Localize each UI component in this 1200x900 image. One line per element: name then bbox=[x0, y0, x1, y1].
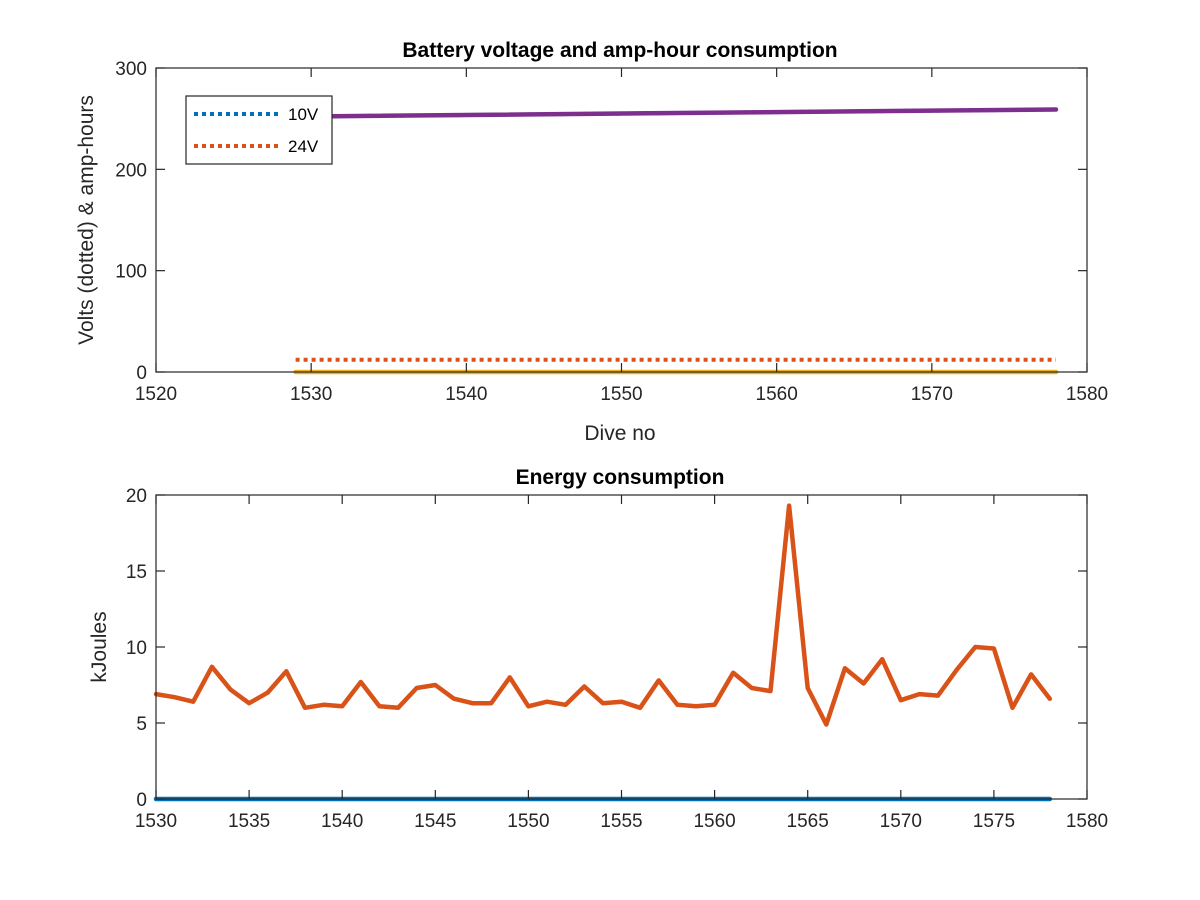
energy-y-tick-label: 0 bbox=[136, 790, 147, 811]
energy-axes-box bbox=[155, 494, 1088, 800]
energy-x-tick-label: 1565 bbox=[787, 811, 829, 832]
energy-x-tick-label: 1570 bbox=[880, 811, 922, 832]
energy-y-tick-label: 5 bbox=[136, 714, 147, 735]
legend-label-24v: 24V bbox=[288, 137, 319, 156]
energy-x-tick-label: 1535 bbox=[228, 811, 270, 832]
battery-y-axis-label: Volts (dotted) & amp-hours bbox=[75, 95, 98, 345]
energy-x-tick-label: 1545 bbox=[414, 811, 456, 832]
battery-series-line-3 bbox=[293, 107, 1059, 119]
battery-y-tick-label: 200 bbox=[115, 160, 147, 181]
battery-x-tick-label: 1520 bbox=[135, 384, 177, 405]
energy-x-tick-label: 1555 bbox=[600, 811, 642, 832]
battery-x-tick-label: 1540 bbox=[445, 384, 487, 405]
energy-consumption-chart: Energy consumption 1530 1535 1540 1545 1550 1… bbox=[88, 466, 1108, 832]
energy-x-tick-label: 1560 bbox=[693, 811, 735, 832]
battery-axes-box bbox=[155, 67, 1088, 373]
battery-voltage-chart: Battery voltage and amp-hour consumption… bbox=[75, 39, 1108, 445]
battery-x-tick-label: 1570 bbox=[911, 384, 953, 405]
energy-plot-area bbox=[156, 495, 1087, 799]
energy-x-tick-label: 1550 bbox=[507, 811, 549, 832]
legend-box bbox=[185, 95, 333, 165]
energy-x-tick-label: 1530 bbox=[135, 811, 177, 832]
energy-x-tick-label: 1575 bbox=[973, 811, 1015, 832]
battery-x-tick-label: 1580 bbox=[1066, 384, 1108, 405]
energy-y-tick-label: 15 bbox=[126, 562, 147, 583]
energy-y-axis-label: kJoules bbox=[88, 611, 111, 682]
battery-x-tick-label: 1560 bbox=[756, 384, 798, 405]
energy-chart-title: Energy consumption bbox=[516, 466, 725, 489]
battery-x-axis-label: Dive no bbox=[584, 422, 655, 445]
battery-y-tick-label: 0 bbox=[136, 363, 147, 384]
energy-x-tick-label: 1580 bbox=[1066, 811, 1108, 832]
battery-chart-title: Battery voltage and amp-hour consumption bbox=[402, 39, 837, 62]
battery-legend: 10V 24V bbox=[185, 95, 333, 165]
energy-series-line-1 bbox=[153, 503, 1053, 727]
legend-label-10v: 10V bbox=[288, 105, 319, 124]
battery-y-tick-label: 100 bbox=[115, 262, 147, 283]
battery-x-tick-label: 1550 bbox=[600, 384, 642, 405]
energy-y-tick-label: 10 bbox=[126, 638, 147, 659]
energy-y-tick-label: 20 bbox=[126, 486, 147, 507]
energy-x-tick-label: 1540 bbox=[321, 811, 363, 832]
battery-y-tick-label: 300 bbox=[115, 59, 147, 80]
battery-x-tick-label: 1530 bbox=[290, 384, 332, 405]
